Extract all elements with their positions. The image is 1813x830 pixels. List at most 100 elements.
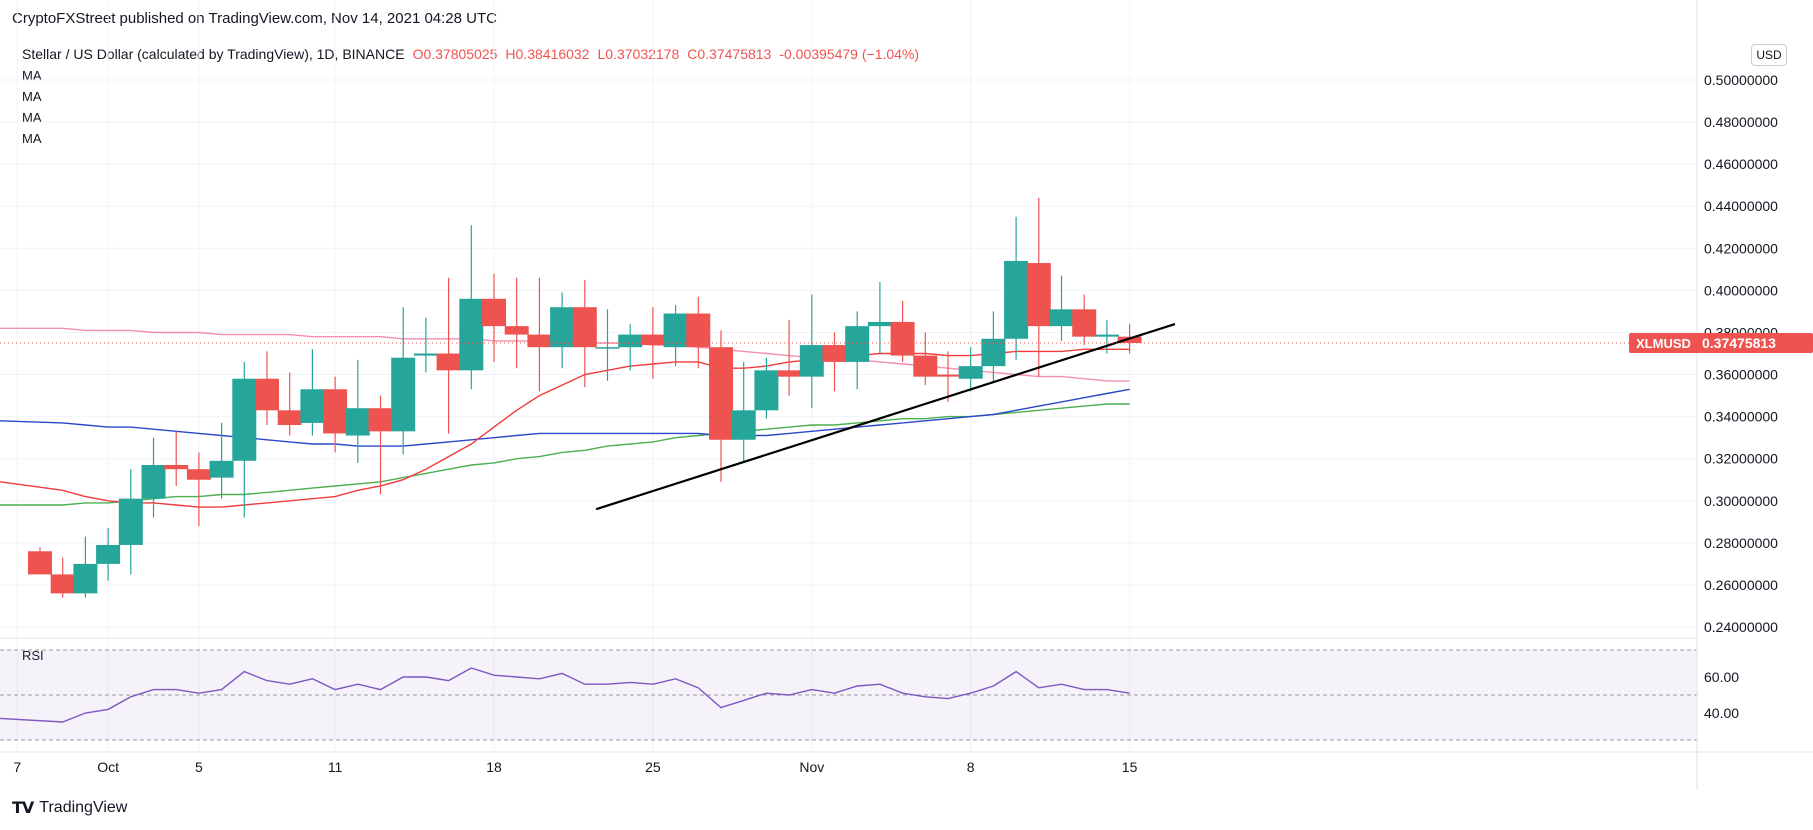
price-tick-label: 0.26000000 xyxy=(1704,577,1778,593)
price-tick-label: 0.40000000 xyxy=(1704,282,1778,298)
close-value: C0.37475813 xyxy=(687,46,772,62)
price-tag-value: 0.37475813 xyxy=(1702,335,1776,351)
candle-down xyxy=(255,378,279,411)
ma-mid-line xyxy=(0,388,1130,447)
candle-up xyxy=(391,357,416,432)
rsi-tick-label: 40.00 xyxy=(1704,705,1739,721)
candle-down xyxy=(164,465,189,470)
moving-averages xyxy=(0,327,1130,508)
price-tag-background xyxy=(1629,332,1813,353)
footer-brand-name: TradingView xyxy=(39,799,128,816)
currency-button[interactable]: USD xyxy=(1751,44,1787,66)
candle-up xyxy=(731,410,756,440)
ma-label-2[interactable]: MA xyxy=(22,89,42,104)
candle-up xyxy=(413,353,438,356)
price-axis-labels: 0.50000000 0.48000000 0.46000000 0.44000000… xyxy=(1704,72,1778,635)
tradingview-logo-icon: 𝗧𝗩 xyxy=(12,800,34,817)
candle-up xyxy=(209,460,234,478)
candle-up xyxy=(459,298,484,371)
support-trendline xyxy=(595,322,1176,511)
candle-down xyxy=(686,313,711,348)
time-tick-label: 15 xyxy=(1122,759,1138,775)
candle-down xyxy=(28,551,52,575)
candle-up xyxy=(96,544,121,564)
candle-up xyxy=(1004,260,1029,339)
candle-up xyxy=(1094,334,1119,337)
candle-up xyxy=(232,378,257,461)
rsi-axis-labels: 60.00 40.00 xyxy=(1704,669,1739,721)
candle-down xyxy=(50,574,75,594)
rsi-tick-label: 60.00 xyxy=(1704,669,1739,685)
candle-down xyxy=(913,355,938,377)
time-tick-label: Oct xyxy=(97,759,119,775)
price-tick-label: 0.50000000 xyxy=(1704,72,1778,88)
candle-up xyxy=(663,313,688,348)
time-tick-label: Nov xyxy=(799,759,824,775)
time-axis-labels: 7 Oct 5 11 18 25 Nov 8 15 xyxy=(13,759,1137,775)
candle-down xyxy=(277,410,302,426)
chart-legend: Stellar / US Dollar (calculated by Tradi… xyxy=(22,44,919,149)
price-tick-label: 0.34000000 xyxy=(1704,409,1778,425)
candle-up xyxy=(799,345,824,377)
candle-down xyxy=(504,326,529,335)
time-tick-label: 5 xyxy=(195,759,203,775)
candle-down xyxy=(1072,309,1097,337)
rsi-label: RSI xyxy=(22,648,44,663)
price-tick-label: 0.24000000 xyxy=(1704,619,1778,635)
rsi-line xyxy=(0,667,1130,723)
candle-up xyxy=(867,321,892,327)
candle-up xyxy=(73,563,98,594)
candle-up xyxy=(845,326,870,362)
candle-up xyxy=(754,370,779,411)
candle-up xyxy=(550,307,575,348)
ma-label-1[interactable]: MA xyxy=(22,68,42,83)
candle-down xyxy=(640,334,665,346)
candle-down xyxy=(572,307,597,348)
ohlc-row: Stellar / US Dollar (calculated by Tradi… xyxy=(22,44,919,65)
candle-up xyxy=(118,498,143,545)
price-tick-label: 0.44000000 xyxy=(1704,198,1778,214)
price-tag-symbol: XLMUSD xyxy=(1636,336,1691,351)
change-value: -0.00395479 (−1.04%) xyxy=(779,46,920,62)
time-tick-label: 18 xyxy=(486,759,502,775)
price-tick-label: 0.42000000 xyxy=(1704,240,1778,256)
candle-up xyxy=(141,465,166,499)
time-tick-label: 7 xyxy=(13,759,21,775)
candle-down xyxy=(936,374,960,377)
candle-down xyxy=(777,370,802,377)
candle-down xyxy=(482,298,506,327)
candle-down xyxy=(186,469,211,480)
price-tick-label: 0.30000000 xyxy=(1704,493,1778,509)
ma-label-3[interactable]: MA xyxy=(22,110,42,125)
candle-up xyxy=(958,366,983,379)
rsi-polyline xyxy=(0,667,1130,723)
price-tick-label: 0.46000000 xyxy=(1704,156,1778,172)
symbol-title[interactable]: Stellar / US Dollar (calculated by Tradi… xyxy=(22,46,405,62)
price-tag: XLMUSD 0.37475813 xyxy=(1629,332,1813,353)
rsi-guides xyxy=(0,649,1697,741)
candle-up xyxy=(1049,309,1074,327)
ma-label-4[interactable]: MA xyxy=(22,131,42,146)
candlesticks xyxy=(28,197,1142,598)
price-tick-label: 0.48000000 xyxy=(1704,114,1778,130)
price-chart[interactable]: 0.50000000 0.48000000 0.46000000 0.44000000… xyxy=(0,0,1813,790)
candle-down xyxy=(527,334,552,348)
time-tick-label: 25 xyxy=(645,759,661,775)
candle-down xyxy=(368,408,393,432)
candle-down xyxy=(323,389,348,434)
publish-header: CryptoFXStreet published on TradingView.… xyxy=(12,10,497,27)
candle-up xyxy=(345,408,370,436)
price-tick-label: 0.28000000 xyxy=(1704,535,1778,551)
candle-up xyxy=(981,338,1006,367)
candle-up xyxy=(618,334,643,348)
candle-down xyxy=(890,321,915,356)
low-value: L0.37032178 xyxy=(597,46,680,62)
candle-up xyxy=(595,347,620,349)
candle-down xyxy=(1117,336,1142,343)
ma-slow-line xyxy=(0,403,1130,506)
candle-down xyxy=(822,345,847,362)
candle-down xyxy=(709,347,733,440)
open-value: O0.37805025 xyxy=(412,46,498,62)
footer-brand[interactable]: 𝗧𝗩 TradingView xyxy=(12,798,127,818)
price-tick-label: 0.36000000 xyxy=(1704,367,1778,383)
